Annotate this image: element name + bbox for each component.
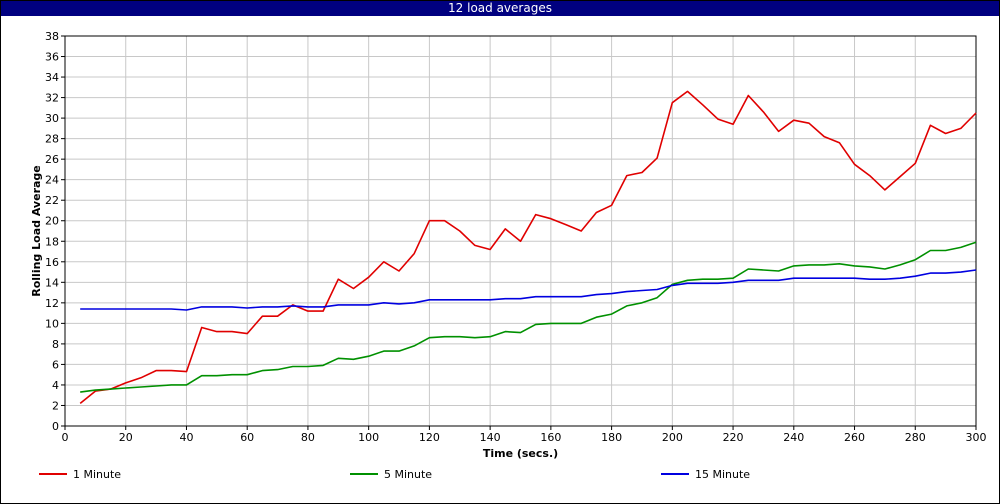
y-tick-label: 16: [45, 256, 59, 269]
x-tick-label: 120: [419, 431, 440, 444]
y-tick-label: 14: [45, 276, 59, 289]
y-tick-label: 20: [45, 215, 59, 228]
x-axis-ticks: 0 20 40 60 80 100 120 140 160 180 200 220 240 260 280 3…: [62, 426, 987, 444]
series-line-2: [80, 241, 977, 393]
y-tick-label: 34: [45, 71, 59, 84]
legend-item: 1 Minute: [39, 468, 121, 481]
legend-label: 1 Minute: [73, 468, 121, 481]
y-tick-label: 12: [45, 297, 59, 310]
y-axis-title: Rolling Load Average: [30, 165, 43, 297]
y-tick-label: 22: [45, 194, 59, 207]
x-tick-label: 260: [844, 431, 865, 444]
y-tick-label: 36: [45, 51, 59, 64]
x-tick-label: 60: [240, 431, 254, 444]
legend-item: 5 Minute: [350, 468, 432, 481]
x-tick-label: 80: [301, 431, 315, 444]
x-tick-label: 20: [119, 431, 133, 444]
y-tick-label: 38: [45, 30, 59, 43]
x-tick-label: 100: [358, 431, 379, 444]
x-tick-label: 160: [540, 431, 561, 444]
x-tick-label: 200: [662, 431, 683, 444]
y-tick-label: 6: [52, 358, 59, 371]
y-tick-label: 10: [45, 317, 59, 330]
x-tick-label: 220: [723, 431, 744, 444]
x-tick-label: 280: [905, 431, 926, 444]
x-tick-label: 40: [179, 431, 193, 444]
legend-label: 5 Minute: [384, 468, 432, 481]
series-line-1: [79, 90, 977, 405]
x-tick-label: 0: [62, 431, 69, 444]
grid: [64, 35, 977, 427]
y-tick-label: 28: [45, 133, 59, 146]
series-lines: [79, 90, 977, 405]
plot-area: [64, 35, 977, 427]
y-tick-label: 2: [52, 399, 59, 412]
y-tick-label: 0: [52, 420, 59, 433]
legend-item: 15 Minute: [661, 468, 750, 481]
x-tick-label: 240: [783, 431, 804, 444]
legend-label: 15 Minute: [695, 468, 750, 481]
window-title: 12 load averages: [1, 1, 999, 16]
x-tick-label: 140: [480, 431, 501, 444]
y-tick-label: 8: [52, 338, 59, 351]
x-tick-label: 180: [601, 431, 622, 444]
x-axis-title: Time (secs.): [483, 447, 558, 460]
series-line-3: [80, 269, 977, 311]
y-tick-label: 18: [45, 235, 59, 248]
y-tick-label: 30: [45, 112, 59, 125]
y-tick-label: 24: [45, 174, 59, 187]
y-tick-label: 32: [45, 92, 59, 105]
legend: 1 Minute 5 Minute 15 Minute: [39, 468, 750, 481]
x-tick-label: 300: [966, 431, 987, 444]
y-tick-label: 4: [52, 379, 59, 392]
y-tick-label: 26: [45, 153, 59, 166]
